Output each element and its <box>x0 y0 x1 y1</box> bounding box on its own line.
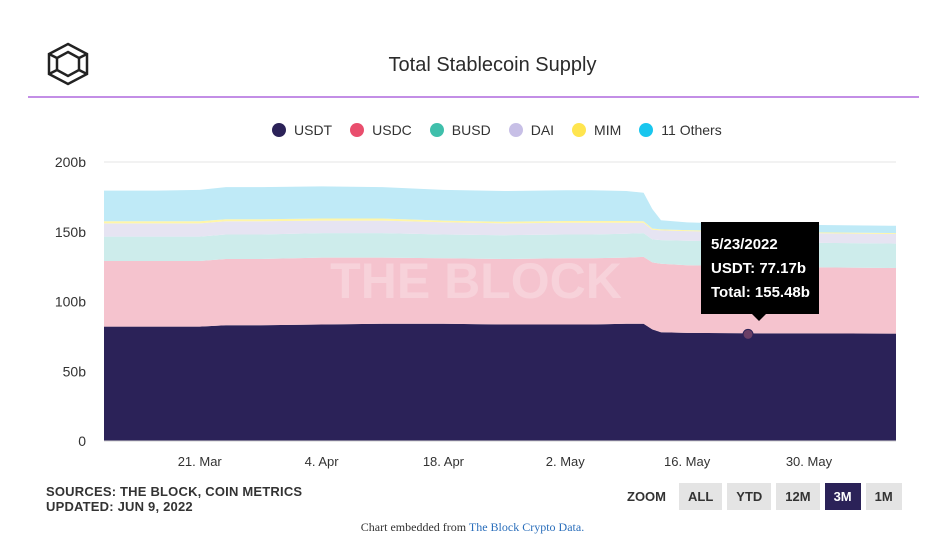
zoom-all-button[interactable]: ALL <box>679 483 723 510</box>
legend-label-usdc: USDC <box>372 122 412 138</box>
updated-text: UPDATED: JUN 9, 2022 <box>46 499 193 514</box>
area-series-11-others <box>104 186 896 234</box>
area-series-busd <box>104 233 896 268</box>
title-divider <box>28 96 919 98</box>
x-tick-label: 30. May <box>786 454 833 469</box>
sources-text: SOURCES: THE BLOCK, COIN METRICS <box>46 484 303 499</box>
y-tick-label: 0 <box>78 433 86 449</box>
legend-item-dai[interactable]: DAI <box>508 122 555 138</box>
legend-item-others[interactable]: 11 Others <box>639 122 722 138</box>
embed-note: Chart embedded from The Block Crypto Dat… <box>0 520 945 535</box>
legend-label-others: 11 Others <box>661 122 722 138</box>
zoom-1m-button[interactable]: 1M <box>865 483 902 510</box>
zoom-3m-button[interactable]: 3M <box>824 483 861 510</box>
the-block-logo-icon <box>47 42 89 86</box>
legend-item-busd[interactable]: BUSD <box>429 122 491 138</box>
watermark: THE BLOCK <box>330 253 622 309</box>
legend-label-mim: MIM <box>594 122 622 138</box>
tooltip: 5/23/2022 USDT: 77.17b Total: 155.48b <box>701 222 819 314</box>
highlight-point <box>742 328 754 340</box>
legend-label-dai: DAI <box>530 122 555 138</box>
x-tick-label: 2. May <box>546 454 586 469</box>
zoom-ytd-button[interactable]: YTD <box>727 483 772 510</box>
legend: USDT USDC BUSD DAI MIM 11 Others <box>272 122 740 138</box>
sources-block: SOURCES: THE BLOCK, COIN METRICS UPDATED… <box>46 484 302 514</box>
x-tick-label: 4. Apr <box>305 454 340 469</box>
y-tick-label: 100b <box>55 294 86 310</box>
tooltip-usdt: USDT: 77.17b <box>711 260 807 277</box>
x-tick-label: 18. Apr <box>423 454 465 469</box>
legend-item-usdc[interactable]: USDC <box>350 122 412 138</box>
embed-prefix: Chart embedded from <box>360 520 469 534</box>
chart-title: Total Stablecoin Supply <box>388 54 597 76</box>
area-series-usdc <box>104 256 896 334</box>
y-tick-label: 200b <box>55 154 86 170</box>
zoom-12m-button[interactable]: 12M <box>776 483 820 510</box>
tooltip-total: Total: 155.48b <box>711 284 810 301</box>
zoom-controls: ZOOM ALL YTD 12M 3M 1M <box>627 483 902 510</box>
zoom-label: ZOOM <box>627 489 666 504</box>
x-tick-label: 16. May <box>664 454 711 469</box>
tooltip-arrow <box>752 314 766 321</box>
legend-dot-busd <box>429 123 444 137</box>
legend-label-usdt: USDT <box>294 122 333 138</box>
legend-item-mim[interactable]: MIM <box>572 122 621 138</box>
legend-dot-dai <box>508 123 523 137</box>
legend-item-usdt[interactable]: USDT <box>272 122 332 138</box>
embed-link[interactable]: The Block Crypto Data. <box>468 520 585 534</box>
legend-dot-others <box>639 123 654 137</box>
area-series-dai <box>104 220 896 244</box>
y-tick-label: 50b <box>63 363 87 379</box>
legend-dot-mim <box>572 123 587 137</box>
y-tick-label: 150b <box>55 224 86 240</box>
legend-label-busd: BUSD <box>451 122 491 138</box>
x-tick-label: 21. Mar <box>178 454 223 469</box>
legend-dot-usdc <box>350 123 365 137</box>
area-series-usdt <box>104 323 896 441</box>
tooltip-date: 5/23/2022 <box>711 236 778 253</box>
legend-dot-usdt <box>272 123 286 137</box>
